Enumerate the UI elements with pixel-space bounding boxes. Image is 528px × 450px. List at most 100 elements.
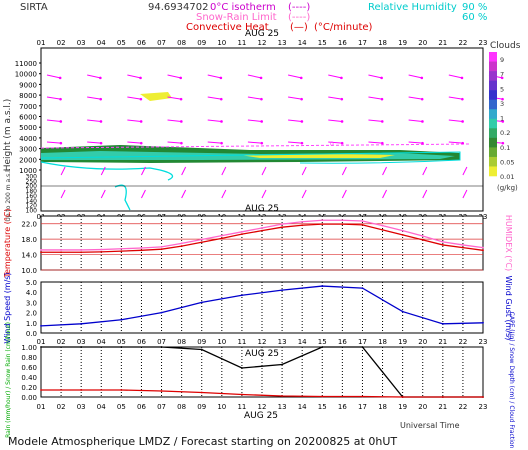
wind-arrowhead [340, 141, 344, 145]
colorbar-tick-label: 0.2 [500, 129, 510, 137]
data-point [301, 220, 304, 223]
data-point [80, 251, 83, 254]
height-tick-label: 180 [26, 188, 38, 195]
hour-tick-label: 03 [77, 39, 86, 47]
rh-90: 90 % [462, 2, 487, 13]
convective-unit: (°C/minute) [314, 22, 373, 33]
gust-ylabel: Wind Gust (m/s) [504, 276, 513, 341]
wind-arrow [368, 74, 382, 79]
wind-arrow [167, 96, 182, 100]
wind-arrowhead [460, 76, 464, 80]
wind-arrow [127, 119, 142, 122]
height-tick-label: 3000 [19, 146, 37, 154]
hour-tick-label: 13 [278, 39, 287, 47]
hour-tick-label: 15 [318, 338, 327, 346]
hour-tick-label: 03 [77, 338, 86, 346]
wind-arrow [167, 141, 182, 144]
convective-bracket: (—) [290, 22, 308, 33]
data-point [441, 322, 444, 325]
hour-tick-label: 09 [197, 403, 206, 411]
height-tick-label: 5000 [19, 124, 37, 132]
data-point [160, 248, 163, 251]
hour-tick-label: 07 [157, 338, 166, 346]
data-point [321, 219, 324, 222]
wind-arrowhead [461, 141, 464, 145]
wind-arrowhead [220, 141, 223, 145]
data-point [261, 229, 263, 232]
hour-tick-label: 18 [378, 338, 387, 346]
wind-arrow-low [422, 189, 428, 199]
height-tick-label: 250 [26, 178, 38, 185]
wind-arrow [87, 96, 101, 100]
data-point [341, 219, 344, 222]
wind-arrowhead [260, 97, 263, 101]
hour-tick-label: 16 [338, 338, 347, 346]
data-point [301, 224, 304, 227]
hour-tick-label: 01 [37, 39, 46, 47]
wind-arrow-low [221, 189, 227, 199]
site-name: SIRTA [20, 2, 48, 13]
wind-arrowhead [340, 97, 344, 101]
data-point [100, 250, 103, 253]
height-tick-label: 1000 [19, 167, 37, 175]
colorbar-swatch [489, 61, 497, 72]
hour-tick-label: 01 [37, 403, 46, 411]
data-point [441, 240, 444, 243]
hour-tick-label: 08 [177, 39, 186, 47]
cloud-ylabel-low: Up to 200 m a.s.l. [5, 168, 12, 221]
cape-ylabel: CAPE (J/g) / Snow Depth (cm) / Cloud Fra… [508, 312, 515, 449]
date-label-top: AUG 25 [245, 29, 279, 39]
data-point [241, 294, 243, 297]
data-point [441, 244, 444, 246]
data-point [80, 322, 83, 325]
humidity-contour-low [40, 161, 174, 181]
hour-tick-label: 08 [177, 403, 186, 411]
wind-arrowhead [260, 120, 263, 123]
data-point [482, 321, 484, 324]
hour-tick-label: 22 [458, 338, 467, 346]
data-point [361, 395, 364, 398]
wind-arrowhead [259, 76, 263, 80]
data-point [241, 393, 243, 396]
wind-arrow [87, 141, 102, 144]
colorbar-tick-label: 0.1 [500, 144, 510, 152]
hour-tick-label: 17 [358, 338, 367, 346]
y-tick-label: 4.0 [26, 289, 37, 297]
wind-arrow-low [301, 189, 307, 199]
wind-arrowhead [180, 120, 183, 123]
wind-arrowhead [139, 97, 143, 101]
data-point [381, 224, 384, 227]
wind-arrowhead [300, 120, 304, 123]
hour-tick-label: 19 [398, 338, 407, 346]
wind-arrowhead [500, 76, 504, 80]
humidex-ylabel: HUMIDEX (°C) [504, 215, 513, 271]
hour-tick-label: 01 [37, 338, 46, 346]
data-point [160, 311, 163, 314]
temperature-ylabel: Temperature (°C) [3, 208, 12, 278]
colorbar-swatch [489, 52, 497, 62]
data-point [120, 250, 123, 253]
hour-tick-label: 04 [97, 39, 106, 47]
hour-tick-label: 19 [398, 39, 407, 47]
colorbar-swatch [489, 166, 497, 177]
y-tick-label: 14.0 [21, 252, 37, 260]
wind-arrowhead [139, 120, 143, 123]
y-tick-label: 22.0 [21, 221, 37, 229]
data-point [401, 229, 404, 232]
y-tick-label: 0.20 [21, 384, 37, 392]
wind-arrowhead [461, 97, 464, 101]
wind-arrow [368, 141, 383, 144]
wind-arrows [46, 74, 505, 199]
location-code: 94.6934702 [148, 2, 208, 13]
data-point [40, 389, 42, 391]
colorbar-swatch [489, 118, 497, 129]
y-tick-label: 5.0 [26, 279, 37, 287]
colorbar-tick-label: 3 [500, 100, 504, 108]
wind-arrowhead [461, 120, 464, 123]
hour-tick-label: 18 [378, 403, 387, 411]
wind-arrowhead [99, 120, 103, 123]
wind-arrowhead [421, 141, 424, 145]
snow-rain-legend: Snow-Rain Limit [196, 12, 277, 23]
wind-arrowhead [380, 120, 384, 123]
data-point [281, 395, 283, 397]
